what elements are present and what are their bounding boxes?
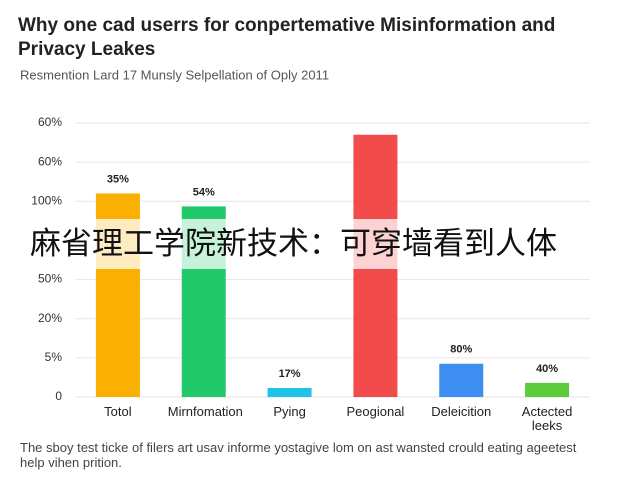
bar-annotation: 40%	[536, 363, 558, 375]
x-tick-label: Deleicition	[431, 404, 492, 419]
bar	[525, 382, 570, 397]
watermark: 麻省理工学院新技术：可穿墙看到人体	[30, 226, 557, 261]
y-tick-label: 60%	[38, 154, 62, 168]
x-tick-label: Totol	[104, 404, 132, 419]
y-tick-label: 0	[55, 389, 62, 403]
bar-annotation: 80%	[450, 344, 472, 356]
y-tick-label: 60%	[38, 115, 62, 129]
y-tick-label: 100%	[31, 193, 62, 207]
footnote: The sboy test ticke of filers art usav i…	[20, 440, 577, 470]
y-tick-label: 50%	[38, 272, 62, 286]
chart-title: Why one cad userrs for conpertemative Mi…	[18, 15, 556, 60]
x-tick-label: Mirnfomation	[167, 404, 243, 419]
bar	[439, 363, 484, 397]
bar-annotation: 54%	[193, 186, 215, 198]
x-tick-label: Pying	[273, 404, 306, 419]
chart-subtitle: Resmention Lard 17 Munsly Selpellation o…	[20, 67, 329, 82]
bar-annotation: 17%	[279, 368, 301, 380]
title-box: Why one cad userrs for conpertemative Mi…	[18, 15, 556, 60]
x-tick-label: Actected leeks	[521, 404, 573, 433]
bar	[267, 387, 312, 397]
y-tick-label: 20%	[38, 311, 62, 325]
bar-annotation: 35%	[107, 173, 129, 185]
watermark-band	[0, 219, 640, 269]
y-tick-label: 5%	[45, 350, 63, 364]
x-tick-label: Peogional	[346, 404, 405, 419]
